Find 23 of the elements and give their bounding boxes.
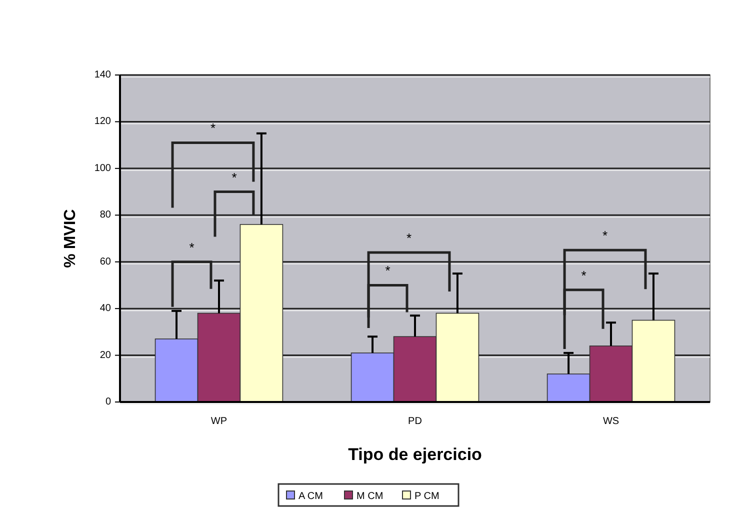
y-tick-label: 60 — [100, 256, 112, 268]
annotation: * — [210, 120, 216, 136]
annotation: * — [602, 228, 608, 244]
y-tick-label: 0 — [105, 396, 112, 408]
x-tick-label: PD — [408, 416, 422, 427]
y-tick-label: 20 — [100, 350, 112, 361]
annotation: * — [232, 170, 237, 185]
y-tick-label: 80 — [100, 210, 112, 221]
annotation: * — [385, 263, 390, 278]
y-tick-label: 120 — [94, 116, 112, 128]
y-tick-label: 100 — [94, 162, 112, 174]
y-axis-title: % MVIC — [62, 208, 79, 268]
x-axis-title: Tipo de ejercicio — [348, 445, 482, 464]
legend-label: A CM — [298, 491, 323, 502]
x-tick-label: WP — [210, 416, 228, 427]
annotation: * — [406, 230, 412, 246]
legend-label: M CM — [356, 491, 384, 502]
annotation: * — [581, 268, 586, 283]
x-tick-label: WS — [602, 416, 620, 427]
annotation: * — [189, 240, 194, 255]
legend-label: P CM — [414, 491, 440, 502]
y-tick-label: 40 — [100, 303, 112, 314]
y-tick-label: 140 — [94, 70, 112, 80]
